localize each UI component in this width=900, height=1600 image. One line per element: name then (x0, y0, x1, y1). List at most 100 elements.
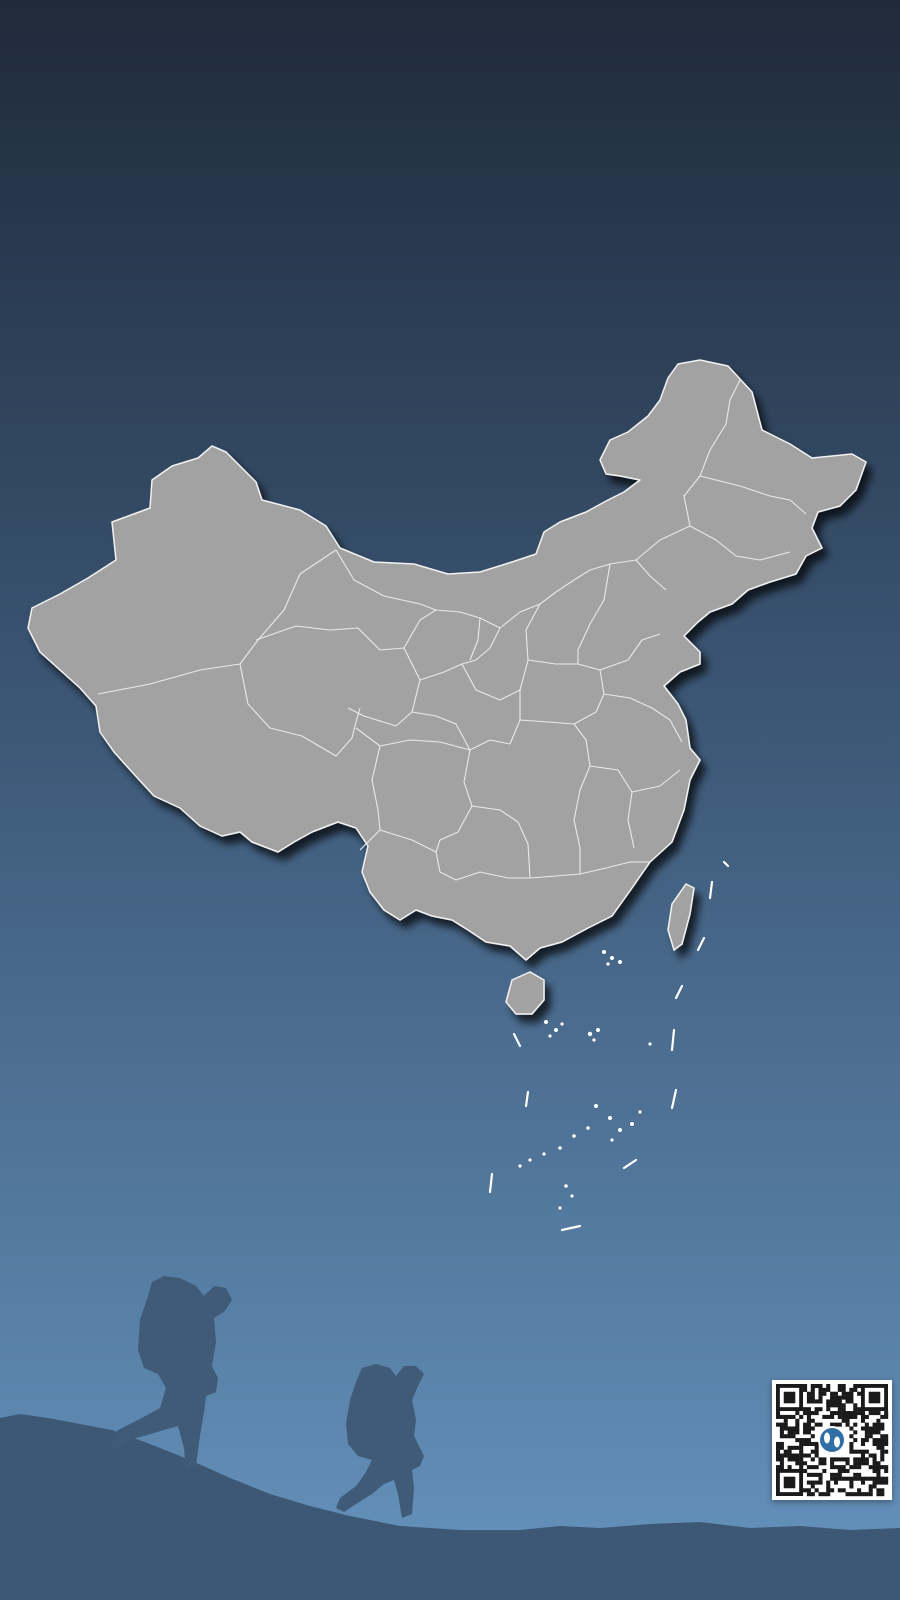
qr-module (806, 1430, 811, 1435)
qr-module (806, 1472, 811, 1477)
qr-finder-pattern (783, 1391, 796, 1404)
qr-module (803, 1461, 808, 1466)
qr-module (864, 1461, 869, 1466)
qr-module (849, 1434, 854, 1439)
qr-module (876, 1438, 881, 1443)
qr-module (876, 1472, 881, 1477)
qr-module (787, 1449, 792, 1454)
qr-module (849, 1492, 854, 1497)
qr-module (795, 1457, 800, 1462)
province-borders (97, 379, 807, 881)
qr-module (795, 1461, 800, 1466)
qr-module (787, 1453, 792, 1458)
qr-module (872, 1438, 877, 1443)
qr-module (845, 1492, 850, 1497)
qr-module (826, 1399, 831, 1404)
footprints-icon (818, 1426, 846, 1454)
qr-module (864, 1434, 869, 1439)
qr-module (876, 1468, 881, 1474)
qr-module (803, 1468, 808, 1474)
qr-module (864, 1426, 869, 1431)
qr-module (799, 1445, 804, 1450)
qr-module (826, 1403, 831, 1408)
hill-ground (0, 1414, 900, 1600)
qr-module (868, 1411, 873, 1416)
qr-module (837, 1476, 842, 1481)
qr-module (849, 1395, 854, 1400)
qr-module (779, 1461, 784, 1466)
qr-module (803, 1430, 808, 1435)
qr-module (776, 1449, 781, 1454)
china-map-icon (27, 359, 867, 1015)
taiwan-island (667, 883, 695, 952)
qr-module (872, 1461, 877, 1466)
qr-module (830, 1414, 835, 1419)
qr-module (853, 1472, 858, 1477)
qr-module (876, 1441, 881, 1446)
qr-module (803, 1453, 808, 1458)
qr-module (845, 1395, 850, 1400)
qr-module (795, 1445, 800, 1450)
qr-module (814, 1488, 819, 1493)
qr-module (833, 1391, 838, 1396)
qr-module (833, 1472, 838, 1477)
qr-module (884, 1411, 889, 1416)
qr-module (857, 1488, 862, 1493)
qr-module (876, 1476, 881, 1481)
qr-module (830, 1399, 835, 1404)
qr-module (872, 1441, 877, 1446)
qr-module (783, 1422, 788, 1427)
qr-module (787, 1465, 792, 1470)
qr-module (803, 1422, 808, 1427)
qr-module (857, 1472, 862, 1477)
qr-module (818, 1472, 823, 1477)
qr-module (826, 1488, 831, 1493)
qr-module (857, 1391, 862, 1396)
qr-module (860, 1449, 866, 1454)
qr-module (791, 1457, 796, 1462)
qr-module (864, 1430, 869, 1435)
qr-module (872, 1468, 877, 1474)
qr-module (826, 1480, 831, 1485)
qr-module (884, 1438, 889, 1443)
qr-module (841, 1418, 846, 1423)
hainan-island (505, 971, 545, 1015)
qr-module (810, 1465, 815, 1470)
qr-module (806, 1492, 811, 1497)
qr-module (876, 1488, 881, 1493)
qr-module (830, 1395, 835, 1400)
qr-module (806, 1488, 811, 1493)
qr-module (791, 1445, 796, 1450)
qr-module (837, 1422, 842, 1427)
qr-module (822, 1387, 827, 1392)
qr-module (830, 1422, 835, 1427)
qr-module (799, 1457, 804, 1462)
qr-module (830, 1465, 835, 1470)
qr-module (853, 1407, 858, 1412)
qr-module (799, 1461, 804, 1466)
qr-module (818, 1387, 823, 1392)
qr-module (876, 1445, 881, 1450)
qr-module (884, 1449, 889, 1454)
qr-module (787, 1426, 792, 1431)
qr-module (864, 1492, 869, 1497)
qr-module (868, 1453, 873, 1458)
qr-module (841, 1403, 846, 1408)
qr-module (880, 1453, 885, 1458)
qr-module (837, 1411, 842, 1416)
qr-module (841, 1468, 846, 1474)
qr-module (818, 1407, 823, 1412)
qr-module (837, 1387, 842, 1392)
qr-module (849, 1426, 854, 1431)
qr-module (841, 1457, 846, 1462)
qr-code-pattern (776, 1384, 889, 1497)
qr-module (876, 1461, 881, 1466)
qr-module (860, 1426, 866, 1431)
qr-module (795, 1438, 800, 1443)
qr-module (810, 1441, 815, 1446)
qr-module (806, 1418, 811, 1423)
qr-module (787, 1457, 792, 1462)
qr-module (845, 1414, 850, 1419)
qr-module (833, 1476, 838, 1481)
